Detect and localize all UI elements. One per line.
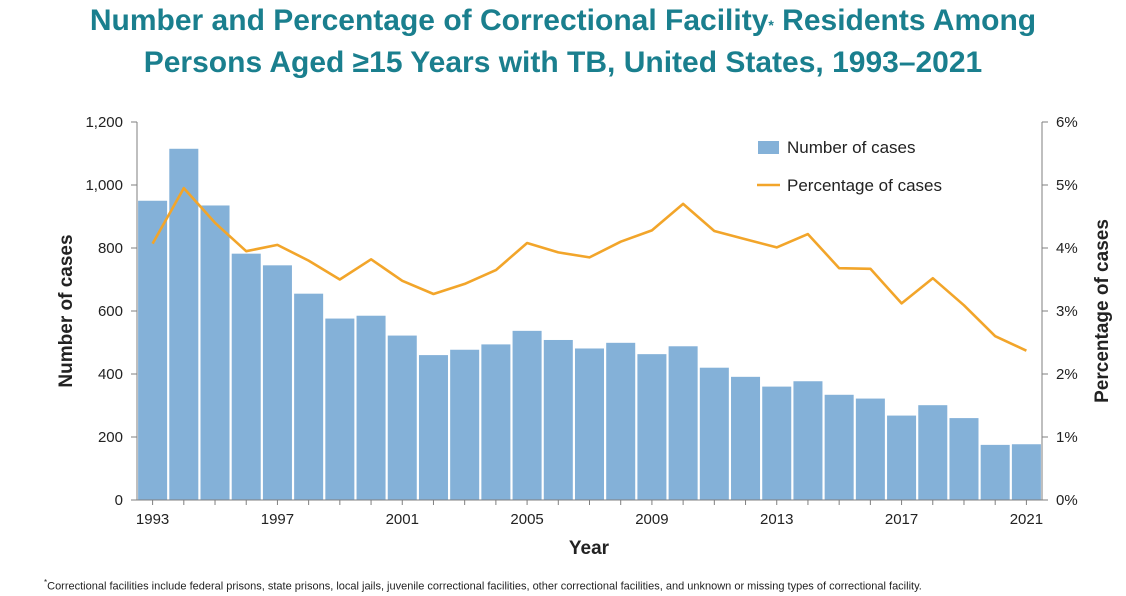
x-tick-label: 2013 [760, 511, 793, 528]
bar-2019 [949, 418, 979, 500]
bar-2002 [418, 355, 448, 500]
bar-2021 [1011, 444, 1041, 500]
footnote-text: Correctional facilities include federal … [47, 580, 922, 593]
bar-2001 [387, 335, 417, 500]
x-tick-label: 1993 [136, 511, 169, 528]
legend-bar-swatch [758, 141, 779, 154]
chart-title-part-b: Residents Among [773, 4, 1037, 37]
legend-bar-label: Number of cases [787, 138, 916, 157]
bar-2003 [450, 349, 480, 500]
bar-2018 [918, 405, 948, 500]
bar-2017 [887, 415, 917, 500]
x-tick-label: 2001 [386, 511, 419, 528]
y-axis-title: Number of cases [56, 234, 77, 387]
bar-2015 [824, 394, 854, 500]
x-tick-label: 2021 [1010, 511, 1043, 528]
bar-1995 [200, 205, 230, 500]
y-tick-label: 200 [98, 429, 123, 446]
legend-line-label: Percentage of cases [787, 176, 942, 195]
bar-2011 [699, 367, 729, 500]
bar-2006 [543, 339, 573, 500]
chart-title-part-a: Number and Percentage of Correctional Fa… [89, 4, 769, 37]
x-axis-title: Year [569, 538, 610, 559]
chart-title-line-1: Number and Percentage of Correctional Fa… [0, 0, 1126, 42]
y2-tick-label: 2% [1056, 366, 1078, 383]
bar-1993 [138, 200, 168, 500]
bar-2005 [512, 330, 542, 500]
bar-2016 [855, 398, 885, 500]
y2-tick-label: 4% [1056, 240, 1078, 257]
y-tick-label: 600 [98, 303, 123, 320]
bar-2007 [574, 348, 605, 500]
y-tick-label: 800 [98, 240, 123, 257]
bar-2020 [980, 444, 1010, 500]
y-tick-label: 400 [98, 366, 123, 383]
chart-title-footnote-mark: * [768, 17, 774, 33]
bar-2012 [731, 376, 761, 500]
bar-2000 [356, 315, 386, 500]
y2-tick-label: 5% [1056, 177, 1078, 194]
bar-2010 [668, 346, 698, 500]
bar-1999 [325, 318, 355, 500]
bar-2009 [637, 354, 667, 500]
footnote-mark: * [44, 578, 48, 587]
percentage-line [151, 186, 1027, 352]
bar-2008 [606, 342, 636, 500]
bar-2013 [762, 386, 792, 500]
y2-tick-label: 6% [1056, 114, 1078, 131]
bar-2004 [481, 344, 511, 500]
y-tick-label: 0 [115, 492, 123, 509]
chart-title: Number and Percentage of Correctional Fa… [0, 0, 1126, 84]
y2-tick-label: 3% [1056, 303, 1078, 320]
chart-title-line-2: Persons Aged ≥15 Years with TB, United S… [143, 46, 983, 79]
y-tick-label: 1,000 [85, 177, 123, 194]
x-tick-label: 2005 [510, 511, 543, 528]
y2-tick-label: 0% [1056, 492, 1078, 509]
x-tick-label: 2017 [885, 511, 918, 528]
bar-1994 [169, 148, 199, 500]
bar-2014 [793, 381, 823, 500]
footnote: *Correctional facilities include federal… [44, 578, 922, 593]
bar-1998 [294, 293, 324, 500]
x-tick-label: 2009 [635, 511, 668, 528]
y2-axis-title: Percentage of cases [1092, 219, 1113, 403]
bar-1997 [262, 265, 292, 500]
y2-tick-label: 1% [1056, 429, 1078, 446]
bar-1996 [231, 253, 261, 500]
y-tick-label: 1,200 [85, 114, 123, 131]
x-tick-label: 1997 [261, 511, 294, 528]
